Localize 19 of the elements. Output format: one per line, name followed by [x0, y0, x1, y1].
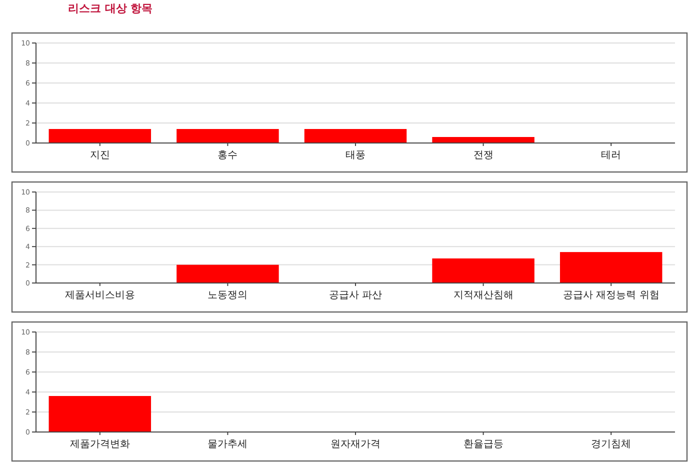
x-tick-label: 지적재산침해 [453, 290, 514, 301]
x-tick-label: 태풍 [346, 150, 366, 161]
x-tick-label: 전쟁 [473, 150, 494, 161]
bar [432, 258, 534, 283]
x-tick-label: 공급사 재정능력 위험 [562, 290, 660, 301]
chart-title: 리스크 대상 항목 [68, 2, 153, 15]
x-tick-label: 제품서비스비용 [64, 290, 135, 301]
x-tick-label: 테러 [601, 150, 622, 161]
x-tick-label: 제품가격변화 [70, 439, 130, 450]
x-tick-label: 지진 [90, 150, 110, 161]
x-tick-label: 원자재가격 [330, 439, 380, 450]
x-tick-label: 물가추세 [208, 439, 248, 450]
x-tick-label: 홍수 [218, 150, 238, 161]
x-tick-label: 공급사 파산 [328, 290, 382, 301]
x-tick-label: 환율급등 [463, 439, 504, 450]
bar [560, 252, 662, 283]
x-tick-label: 노동쟁의 [208, 290, 248, 301]
bar [176, 264, 279, 283]
x-tick-label: 경기침체 [591, 439, 632, 450]
